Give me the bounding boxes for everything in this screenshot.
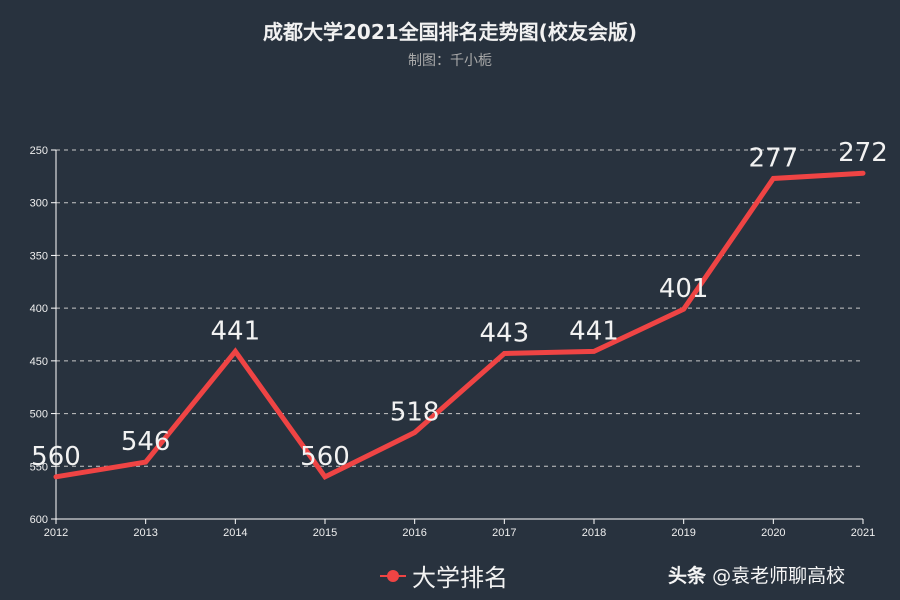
watermark: 头条 @袁老师聊高校 xyxy=(668,561,845,588)
data-label: 546 xyxy=(121,427,171,457)
x-tick-label: 2013 xyxy=(133,527,157,539)
y-tick-label: 300 xyxy=(30,198,48,210)
y-tick-label: 500 xyxy=(30,409,48,421)
x-tick-label: 2021 xyxy=(851,527,875,539)
watermark-brand: 头条 xyxy=(668,565,707,587)
y-tick-label: 350 xyxy=(30,250,48,262)
legend-item[interactable]: 大学排名 xyxy=(378,558,508,593)
y-tick-label: 600 xyxy=(30,514,48,526)
legend-line-icon xyxy=(380,569,406,582)
data-label: 441 xyxy=(211,316,261,346)
data-label: 401 xyxy=(659,274,709,304)
x-tick-label: 2017 xyxy=(492,527,516,539)
y-tick-label: 400 xyxy=(30,303,48,315)
x-tick-label: 2019 xyxy=(671,527,695,539)
x-tick-label: 2020 xyxy=(761,527,785,539)
data-label: 441 xyxy=(569,316,619,346)
chart-title: 成都大学2021全国排名走势图(校友会版) xyxy=(263,20,637,44)
legend-label: 大学排名 xyxy=(412,564,508,592)
data-label: 277 xyxy=(749,143,799,173)
data-label: 272 xyxy=(838,138,888,168)
y-tick-label: 450 xyxy=(30,356,48,368)
x-tick-label: 2012 xyxy=(44,527,68,539)
data-label: 560 xyxy=(300,442,350,472)
x-tick-label: 2016 xyxy=(402,527,426,539)
data-label: 560 xyxy=(31,442,81,472)
data-label: 443 xyxy=(480,318,530,348)
watermark-handle: @袁老师聊高校 xyxy=(712,565,846,587)
x-tick-label: 2015 xyxy=(313,527,337,539)
y-tick-label: 250 xyxy=(30,145,48,157)
data-label: 518 xyxy=(390,398,440,428)
y-tick-label: 550 xyxy=(30,461,48,473)
x-tick-label: 2014 xyxy=(223,527,247,539)
series-line xyxy=(53,170,866,481)
chart-subtitle: 制图：千小栀 xyxy=(408,53,492,69)
x-tick-label: 2018 xyxy=(582,527,606,539)
